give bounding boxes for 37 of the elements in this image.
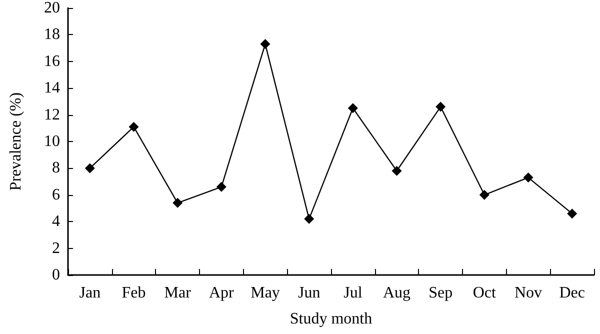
x-tick-label: Nov — [514, 284, 542, 302]
point — [260, 39, 270, 50]
y-tick-label: 20 — [44, 0, 60, 16]
point — [479, 190, 490, 200]
x-tick-label: Dec — [559, 284, 585, 302]
y-axis-title: Prevalence (%) — [8, 92, 24, 191]
point — [128, 122, 139, 132]
point — [304, 214, 314, 224]
y-tick-label: 14 — [44, 80, 60, 97]
y-tick-label: 4 — [52, 213, 60, 230]
y-tick-label: 12 — [44, 106, 60, 124]
point — [84, 163, 95, 174]
x-tick-label: Aug — [382, 284, 411, 302]
x-tick-label: Jul — [344, 284, 363, 302]
point — [436, 102, 446, 112]
y-tick-label: 18 — [44, 26, 60, 44]
x-tick-label: Oct — [472, 284, 497, 302]
x-tick-label: Mar — [164, 284, 192, 302]
y-tick-label: 16 — [44, 52, 60, 70]
point — [216, 182, 226, 192]
x-tick-label: Sep — [428, 284, 453, 302]
y-tick-label: 6 — [52, 186, 60, 204]
x-tick-label: Apr — [208, 284, 235, 302]
x-axis-title: Study month — [290, 310, 372, 328]
y-tick-label: 0 — [52, 266, 60, 284]
y-tick-label: 10 — [44, 133, 60, 150]
point — [567, 208, 578, 219]
x-tick-label: Jun — [298, 284, 320, 302]
point — [348, 103, 358, 114]
point — [523, 172, 534, 183]
point — [392, 166, 402, 176]
y-tick-label: 8 — [52, 160, 60, 177]
x-tick-label: May — [250, 284, 280, 302]
x-tick-label: Jan — [79, 284, 101, 302]
point — [172, 198, 183, 208]
x-tick-label: Feb — [122, 284, 146, 302]
y-tick-label: 2 — [52, 240, 60, 257]
